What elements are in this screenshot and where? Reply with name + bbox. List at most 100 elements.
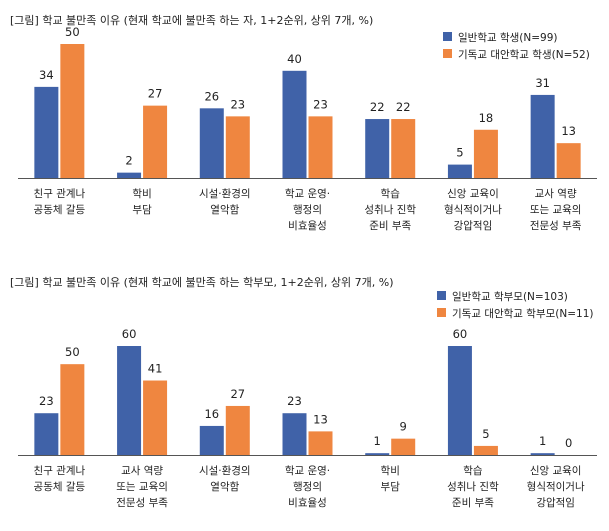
data-label: 41 — [148, 362, 163, 376]
category-label-line: 학습 — [463, 465, 483, 477]
data-label: 34 — [39, 68, 54, 82]
legend-label: 기독교 대안학교 학부모(N=11) — [452, 308, 593, 320]
bar-series1 — [530, 94, 555, 178]
chart-1: [그림] 학교 불만족 이유 (현재 학교에 불만족 하는 자, 1+2순위, … — [10, 13, 597, 232]
data-label: 5 — [456, 146, 463, 160]
category-label-line: 학비 — [381, 465, 400, 477]
category-label-line: 시설·환경의 — [199, 464, 251, 477]
data-label: 22 — [370, 100, 385, 114]
category-label-line: 교사 역량 — [121, 465, 163, 477]
data-label: 13 — [313, 412, 328, 426]
category-label-line: 형식적이거나 — [527, 481, 585, 493]
legend-swatch — [437, 308, 446, 317]
legend-swatch — [443, 49, 452, 58]
data-label: 50 — [65, 345, 80, 359]
bar-series2 — [473, 445, 498, 455]
data-label: 23 — [313, 97, 328, 111]
category-label-line: 전문성 부족 — [530, 220, 582, 232]
category-label-line: 친구 관계나 — [34, 465, 86, 477]
bar-series1 — [530, 453, 555, 455]
category-label-line: 강압적임 — [454, 219, 493, 232]
data-label: 40 — [287, 52, 302, 66]
category-label: 신앙 교육이 형식적이거나 강압적임 — [444, 188, 502, 232]
category-label-line: 열악함 — [210, 204, 239, 216]
bar-series2 — [391, 438, 416, 455]
bar-series2 — [60, 364, 85, 455]
category-label-line: 준비 부족 — [452, 497, 494, 509]
category-label-line: 학비 — [132, 188, 151, 200]
data-label: 23 — [230, 97, 245, 111]
data-label: 23 — [287, 394, 302, 408]
category-label-line: 교사 역량 — [535, 188, 577, 200]
category-label-line: 부담 — [381, 481, 401, 493]
data-label: 27 — [230, 387, 245, 401]
data-label: 60 — [122, 327, 137, 341]
category-label: 학습 성취나 진학 준비 부족 — [364, 188, 416, 232]
category-label-line: 비효율성 — [288, 220, 327, 232]
category-label-line: 학교 운영· — [285, 188, 330, 200]
bar-series1 — [447, 346, 472, 455]
data-label: 16 — [204, 407, 219, 421]
data-label: 9 — [400, 420, 407, 434]
legend-label: 일반학교 학부모(N=103) — [452, 290, 568, 303]
bar-series1 — [117, 346, 142, 455]
bar-series1 — [34, 413, 59, 455]
category-label-line: 공동체 갈등 — [34, 203, 86, 216]
legend-label: 일반학교 학생(N=99) — [458, 31, 558, 44]
data-label: 13 — [561, 124, 576, 138]
category-label-line: 신앙 교육이 — [447, 188, 499, 200]
bar-series2 — [143, 105, 168, 178]
category-label-line: 시설·환경의 — [199, 187, 251, 200]
data-label: 60 — [453, 327, 468, 341]
category-label-line: 전문성 부족 — [116, 497, 168, 509]
category-label-line: 행정의 — [293, 204, 322, 216]
chart-2: [그림] 학교 불만족 이유 (현재 학교에 불만족 하는 학부모, 1+2순위… — [10, 275, 597, 509]
bar-series2 — [143, 380, 168, 455]
bar-series2 — [391, 119, 416, 178]
bar-series2 — [225, 116, 250, 178]
bar-series2 — [556, 143, 581, 178]
data-label: 18 — [479, 111, 494, 125]
bar-series1 — [365, 453, 390, 455]
bar-series2 — [60, 44, 85, 178]
category-label-line: 열악함 — [210, 481, 239, 493]
category-label-line: 준비 부족 — [369, 220, 411, 232]
bar-series1 — [447, 164, 472, 178]
data-label: 27 — [148, 87, 163, 101]
legend-label: 기독교 대안학교 학생(N=52) — [458, 49, 590, 61]
category-label-line: 행정의 — [293, 481, 322, 493]
category-label: 신앙 교육이 형식적이거나 강압적임 — [527, 465, 585, 509]
category-label-line: 신앙 교육이 — [530, 465, 582, 477]
data-label: 23 — [39, 394, 54, 408]
bar-series1 — [34, 86, 59, 178]
bar-series2 — [225, 405, 250, 455]
bar-series2 — [473, 129, 498, 178]
data-label: 5 — [482, 427, 489, 441]
bar-series1 — [199, 108, 224, 178]
category-label-line: 비효율성 — [288, 497, 327, 509]
category-label-line: 공동체 갈등 — [34, 480, 86, 493]
legend-swatch — [443, 32, 452, 41]
bar-series1 — [282, 70, 307, 178]
data-label: 26 — [204, 89, 219, 103]
bar-series2 — [308, 116, 333, 178]
data-label: 0 — [565, 436, 572, 450]
category-label-line: 학교 운영· — [285, 465, 330, 477]
bar-series1 — [365, 119, 390, 178]
bar-series1 — [117, 172, 142, 178]
legend-swatch — [437, 291, 446, 300]
data-label: 50 — [65, 25, 80, 39]
category-label-line: 성취나 진학 — [447, 481, 499, 493]
category-label: 친구 관계나 공동체 갈등 — [34, 188, 86, 216]
data-label: 1 — [374, 434, 381, 448]
bar-series2 — [308, 431, 333, 455]
category-label-line: 또는 교육의 — [116, 481, 168, 493]
chart-title: [그림] 학교 불만족 이유 (현재 학교에 불만족 하는 자, 1+2순위, … — [10, 13, 373, 27]
